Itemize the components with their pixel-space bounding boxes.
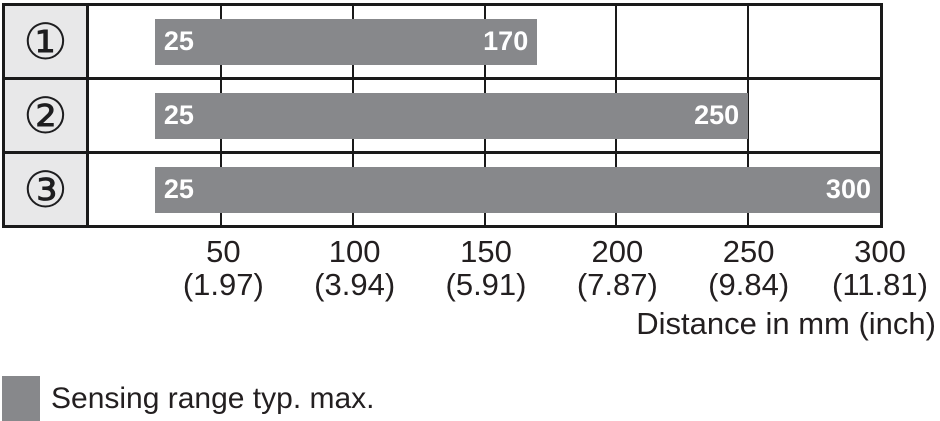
legend: Sensing range typ. max. [2,376,375,421]
chart-row-1: ① 25 170 [5,6,880,80]
bar-start-value: 25 [163,174,194,204]
circled-number-2: ② [23,86,68,145]
row-plot-2: 25 250 [89,80,880,151]
tick-inch-label: (11.81) [832,267,928,302]
bar-start-value: 25 [163,26,194,56]
sensing-range-bar-3: 25 300 [154,166,880,213]
row-plot-3: 25 300 [89,154,880,225]
sensing-range-bar-1: 25 170 [154,18,538,65]
tick-inch-label: (7.87) [576,267,658,302]
bar-end-value: 300 [825,174,871,204]
tick-mm-label: 300 [854,234,906,269]
circled-number-3: ③ [23,160,68,219]
sensing-range-chart: ① 25 170 ② 25 250 ③ [2,3,883,228]
sensing-range-bar-2: 25 250 [154,92,749,139]
x-tick-150: 150 (5.91) [446,235,527,301]
tick-inch-label: (1.97) [182,267,264,302]
row-header-1: ① [5,6,89,77]
tick-mm-label: 100 [328,234,381,269]
x-tick-300: 300 (11.81) [832,235,928,301]
row-header-3: ③ [5,154,89,225]
x-tick-250: 250 (9.84) [708,235,789,301]
x-tick-200: 200 (7.87) [577,235,658,301]
row-plot-1: 25 170 [89,6,880,77]
chart-row-3: ③ 25 300 [5,154,880,225]
bar-end-value: 170 [483,26,529,56]
bar-start-value: 25 [163,100,194,130]
tick-mm-label: 150 [460,234,512,269]
tick-mm-label: 250 [722,234,775,269]
tick-inch-label: (3.94) [314,267,396,302]
tick-inch-label: (5.91) [445,267,527,302]
gridline-250 [747,80,750,151]
x-tick-50: 50 (1.97) [183,235,264,301]
gridline-200 [615,6,618,77]
tick-inch-label: (9.84) [708,267,790,302]
tick-mm-label: 200 [591,234,644,269]
bar-end-value: 250 [694,100,740,130]
tick-mm-label: 50 [206,234,241,269]
legend-swatch [2,376,40,421]
gridline-250 [747,6,750,77]
row-header-2: ② [5,80,89,151]
circled-number-1: ① [23,12,68,71]
chart-row-2: ② 25 250 [5,80,880,154]
x-axis-title: Distance in mm (inch) [636,306,936,341]
x-axis: 50 (1.97) 100 (3.94) 150 (5.91) 200 (7.8… [92,235,928,303]
legend-label: Sensing range typ. max. [51,381,375,415]
x-tick-100: 100 (3.94) [314,235,395,301]
